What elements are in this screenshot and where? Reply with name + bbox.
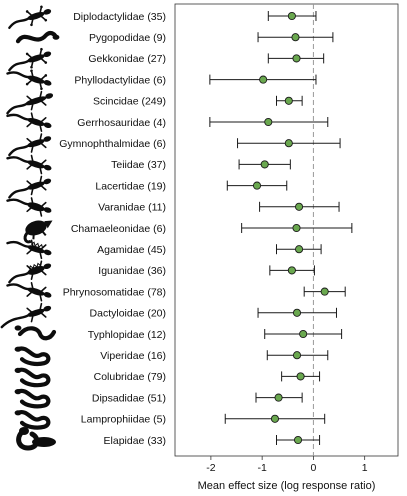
x-tick-label: -2: [206, 462, 215, 474]
lizard-icon: [6, 154, 52, 175]
family-label: Pygopodidae (9): [89, 32, 166, 44]
effect-point: [284, 139, 293, 148]
effect-point: [295, 245, 304, 254]
monitor-lizard-icon: [6, 197, 52, 217]
lizard-icon: [8, 175, 52, 199]
gecko-icon: [8, 5, 52, 30]
cobra-icon: [16, 427, 56, 451]
confidence-intervals: [209, 11, 353, 445]
family-label: Phyllodactylidae (6): [74, 74, 166, 86]
effect-point: [270, 414, 280, 423]
agamid-icon: [6, 239, 52, 260]
effect-point: [274, 393, 283, 402]
family-label: Elapidae (33): [104, 435, 166, 447]
gecko-icon: [8, 47, 52, 72]
effect-point: [291, 33, 300, 42]
x-tick-label: 0: [310, 462, 316, 474]
family-label: Scincidae (249): [93, 96, 166, 108]
family-label: Varanidae (11): [98, 202, 166, 214]
effect-point: [292, 351, 302, 360]
family-label: Lacertidae (19): [95, 180, 166, 192]
effect-point: [292, 308, 302, 317]
anole-icon: [0, 302, 52, 329]
lizard-icon: [6, 281, 52, 302]
effect-point: [292, 54, 301, 63]
family-label: Agamidae (45): [97, 244, 166, 256]
effect-point: [299, 329, 308, 339]
x-axis: -2 -1 0 1: [206, 456, 368, 474]
family-label: Gekkonidae (27): [88, 53, 166, 65]
family-label: Colubridae (79): [94, 371, 166, 383]
family-label: Diplodactylidae (35): [73, 11, 166, 23]
lizard-icon: [6, 112, 52, 132]
family-label: Gerrhosauridae (4): [77, 117, 166, 129]
family-label: Dipsadidae (51): [92, 392, 166, 404]
effect-point: [259, 75, 268, 84]
family-label: Iguanidae (36): [98, 265, 166, 277]
effect-point: [296, 372, 305, 381]
family-label: Teiidae (37): [111, 159, 166, 171]
chameleon-icon: [23, 220, 53, 244]
skink-icon: [6, 90, 54, 115]
family-label: Chamaeleonidae (6): [71, 223, 166, 235]
plot-area-frame: [174, 3, 399, 457]
gecko-icon: [6, 69, 52, 91]
x-axis-title: Mean effect size (log response ratio): [198, 480, 376, 492]
effect-point: [264, 117, 273, 127]
family-label: Dactyloidae (20): [90, 308, 166, 320]
family-label: Viperidae (16): [100, 350, 166, 362]
snake-icon: [14, 367, 51, 388]
effect-size-points: [252, 11, 329, 445]
effect-point: [284, 96, 293, 105]
x-tick-label: 1: [362, 462, 368, 474]
family-label: Gymnophthalmidae (6): [59, 138, 166, 150]
iguana-icon: [8, 260, 52, 284]
effect-point: [287, 266, 296, 275]
silhouette-column: [0, 5, 60, 451]
snake-icon: [14, 346, 51, 367]
snake-icon: [14, 410, 51, 430]
effect-point: [252, 181, 262, 190]
x-tick-label: -1: [257, 462, 266, 474]
family-label: Typhlopidae (12): [88, 329, 166, 341]
snake-icon: [14, 388, 51, 409]
family-label: Phrynosomatidae (78): [63, 286, 166, 298]
blind-snake-icon: [14, 325, 57, 341]
effect-point: [292, 223, 301, 233]
effect-point: [320, 287, 329, 296]
effect-point: [295, 202, 304, 211]
effect-point: [287, 11, 296, 21]
family-labels: Diplodactylidae (35) Pygopodidae (9) Gekko…: [59, 11, 166, 447]
family-label: Lamprophiidae (5): [81, 414, 166, 426]
legless-lizard-icon: [15, 30, 60, 44]
effect-point: [260, 160, 269, 169]
effect-point: [293, 435, 303, 445]
lizard-icon: [8, 133, 52, 157]
